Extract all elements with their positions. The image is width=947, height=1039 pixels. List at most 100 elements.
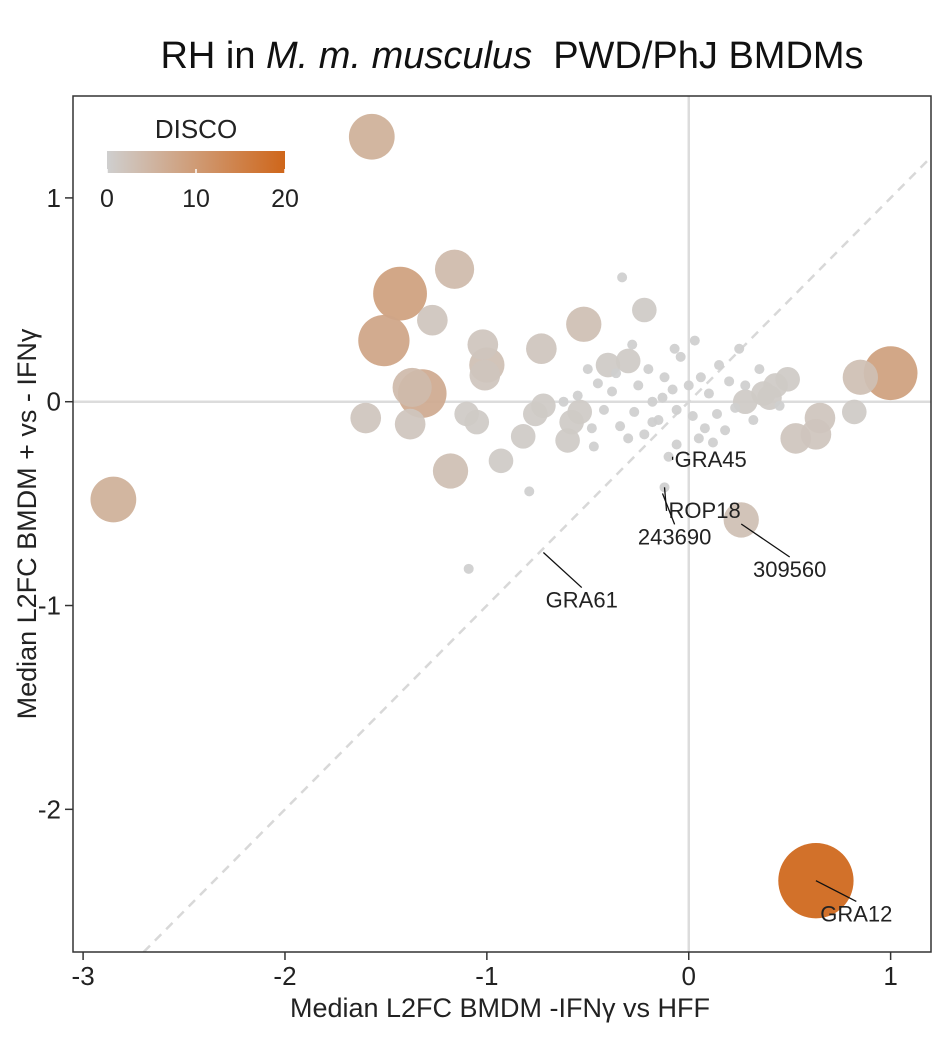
annotation-leader-line	[542, 552, 583, 589]
data-point	[467, 329, 499, 360]
data-points	[90, 113, 918, 919]
legend-ticks: 0 10 20	[100, 169, 299, 213]
legend-tick-label: 20	[271, 185, 299, 213]
y-axis-label: Median L2FC BMDM + vs - IFNγ	[12, 328, 42, 719]
data-point	[723, 502, 759, 538]
annotation-label: 243690	[638, 524, 711, 549]
data-point	[667, 384, 678, 395]
x-axis-ticks: -3 -2 -1 0 1	[72, 952, 898, 991]
data-point	[526, 333, 557, 365]
data-point	[639, 429, 650, 440]
data-point	[488, 448, 514, 474]
data-point	[730, 402, 741, 413]
data-point	[703, 388, 714, 399]
data-point	[683, 380, 694, 391]
data-point	[417, 304, 448, 336]
title-italic: M. m. musculus	[266, 35, 532, 77]
data-point	[373, 266, 427, 321]
legend-colorbar	[107, 151, 285, 173]
data-point	[510, 424, 536, 449]
data-point	[592, 378, 603, 389]
data-point	[463, 563, 474, 574]
data-point	[657, 392, 668, 403]
data-point	[464, 409, 490, 435]
annotation-label: GRA61	[546, 588, 618, 613]
data-point	[90, 476, 137, 523]
y-tick-label: 0	[47, 387, 61, 417]
annotation-label: GRA12	[820, 901, 892, 926]
data-point	[671, 439, 682, 450]
data-point	[432, 453, 469, 489]
data-point	[588, 441, 599, 452]
data-point	[469, 359, 501, 391]
data-point	[695, 372, 706, 383]
identity-diagonal-line	[142, 156, 931, 952]
annotation-label: ROP18	[669, 498, 741, 523]
x-tick-label: -2	[273, 961, 296, 991]
data-point	[572, 390, 583, 401]
data-point	[734, 343, 745, 354]
data-point	[623, 433, 634, 444]
data-point	[350, 402, 382, 434]
data-point	[748, 415, 759, 426]
data-point	[687, 410, 698, 421]
data-point	[774, 400, 785, 411]
y-tick-label: -1	[38, 591, 61, 621]
annotation-label: 309560	[753, 557, 826, 582]
data-point	[780, 423, 812, 454]
data-point	[778, 843, 854, 919]
data-point	[392, 367, 432, 408]
data-point	[712, 408, 723, 419]
data-point	[607, 386, 618, 397]
data-point	[558, 396, 569, 407]
data-point	[615, 421, 626, 432]
data-point	[842, 359, 878, 395]
data-point	[699, 423, 710, 434]
annotation-leader-line	[663, 487, 668, 511]
data-point	[632, 297, 657, 323]
data-point	[693, 433, 704, 444]
data-point	[627, 339, 638, 350]
data-point	[663, 451, 674, 462]
x-tick-label: 1	[883, 961, 897, 991]
plot-border	[72, 95, 932, 953]
y-tick-label: -2	[38, 794, 61, 824]
data-point	[567, 399, 593, 425]
data-point	[523, 401, 548, 427]
data-point	[689, 335, 700, 346]
data-point	[659, 372, 670, 383]
data-point	[671, 404, 682, 415]
data-point	[647, 417, 658, 428]
data-point	[724, 376, 735, 387]
data-point	[566, 306, 602, 342]
data-point	[643, 364, 654, 375]
annotation-leader-line	[661, 493, 676, 525]
annotation-leader-line	[740, 523, 791, 558]
reference-lines	[73, 96, 931, 952]
annotation-leader-line	[815, 880, 857, 903]
data-point	[863, 346, 918, 401]
data-point	[358, 314, 410, 367]
data-point	[633, 380, 644, 391]
legend-title: DISCO	[155, 114, 237, 144]
data-point	[669, 343, 680, 354]
x-axis-label: Median L2FC BMDM -IFNγ vs HFF	[290, 993, 710, 1023]
data-point	[647, 396, 658, 407]
legend-tick-label: 10	[182, 185, 210, 213]
legend-tick-label: 0	[100, 185, 114, 213]
data-point	[754, 364, 765, 375]
data-point	[720, 425, 731, 436]
title-suffix: PWD/PhJ BMDMs	[532, 35, 863, 77]
chart-title: RH in M. m. musculus PWD/PhJ BMDMs	[160, 35, 863, 77]
data-point	[348, 113, 395, 160]
data-point	[394, 408, 426, 440]
data-point	[629, 406, 640, 417]
title-prefix: RH in	[160, 35, 266, 77]
data-point	[555, 428, 580, 453]
y-axis-ticks: -2 -1 0 1	[38, 183, 73, 824]
data-point	[611, 368, 622, 379]
color-legend: DISCO 0 10 20	[100, 114, 299, 213]
